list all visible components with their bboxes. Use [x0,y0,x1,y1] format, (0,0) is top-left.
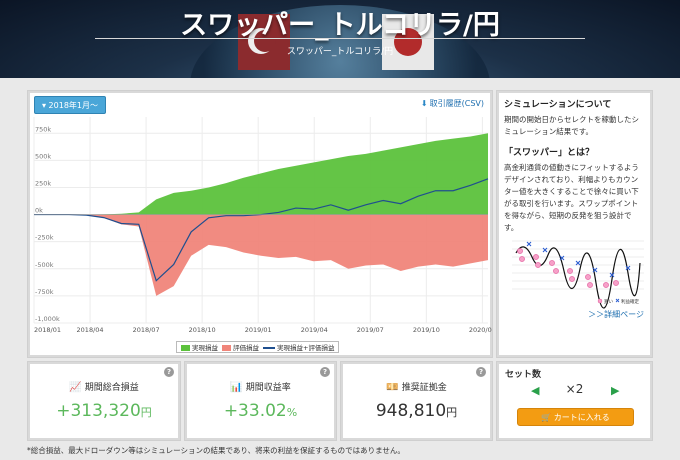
stat-recommended-margin: ? 💴 推奨証拠金 948,810円 [340,361,493,441]
chart-legend: 実現損益 評価損益 実現損益+評価損益 [176,341,340,353]
legend-item-unrealized: 評価損益 [222,342,259,352]
legend-item-realized: 実現損益 [181,342,218,352]
y-tick-label: 500k [35,152,51,160]
stat-value-unit: 円 [140,406,152,419]
info-title: シミュレーションについて [504,100,612,110]
page-subtitle: スワッパー_トルコリラ/円 [286,47,394,57]
stat-label-text: 期間収益率 [245,383,291,393]
stat-return-rate: ? 📊 期間収益率 +33.02% [184,361,337,441]
stat-value-unit: 円 [446,406,458,419]
info-subtitle: 「スワッパー」とは？ [504,148,595,158]
stat-label: 📊 期間収益率 [185,380,336,393]
cloud-download-icon: ⬇ [420,99,428,108]
help-icon[interactable]: ? [164,367,174,377]
stat-value: +33.02% [185,401,336,421]
x-tick-label: 2019/01 [245,326,272,334]
cart-button-label: カートに入れる [553,413,610,422]
stat-total-pnl: ? 📈 期間総合損益 +313,320円 [27,361,181,441]
title-divider [95,38,585,39]
set-quantity: ×2 [565,382,584,396]
legend-label-total: 実現損益+評価損益 [277,344,335,352]
csv-download-link[interactable]: ⬇ 取引履歴(CSV) [421,98,484,109]
mini-legend-buy: 買い [604,299,613,305]
stat-value-unit: % [286,406,298,419]
stat-value: +313,320円 [28,401,180,421]
simulation-info-panel: シミュレーションについて 期間の開始日からセレクトを稼動したシミュレーション結果… [496,90,653,358]
csv-link-label: 取引履歴(CSV) [429,99,484,108]
x-tick-label: 2018/04 [77,326,104,334]
stat-value: 948,810円 [341,401,492,421]
x-tick-label: 2018/10 [189,326,216,334]
legend-label-realized: 実現損益 [192,344,218,352]
help-icon[interactable]: ? [476,367,486,377]
period-label: 2018年1月〜 [48,101,98,110]
swapper-diagram-image: 買い 利益確定 [512,240,644,309]
x-tick-label: 2020/01 [469,326,492,334]
set-count-panel: セット数 ◀ ×2 ▶ 🛒 カートに入れる [496,361,653,441]
period-select-button[interactable]: ▾ 2018年1月〜 [34,96,106,114]
y-tick-label: -750k [35,288,54,296]
page-title: スワッパー_トルコリラ/円 [180,10,500,41]
realized-pnl-area [34,133,488,215]
area-chart-icon: 📊 [230,382,243,393]
chart-panel: ▾ 2018年1月〜 ⬇ 取引履歴(CSV) 750k 500k 250k 0k -250… [27,90,493,358]
y-tick-label: 250k [35,179,51,187]
stat-label-text: 期間総合損益 [84,383,139,393]
pnl-chart: 750k 500k 250k 0k -250k -500k -750k -1,000k 2018… [33,117,492,334]
y-tick-label: -500k [35,261,54,269]
stat-value-number: +33.02 [223,401,287,421]
cart-icon: 🛒 [541,413,554,422]
header-banner: スワッパー_トルコリラ/円 スワッパー_トルコリラ/円 [0,0,680,78]
legend-label-unrealized: 評価損益 [233,344,259,352]
legend-item-total: 実現損益+評価損益 [263,342,334,352]
x-tick-label: 2018/01 [34,326,61,334]
y-tick-label: 0k [35,207,43,215]
y-tick-label: 750k [35,125,51,133]
money-icon: 💴 [386,382,399,393]
x-tick-label: 2018/07 [133,326,160,334]
stat-value-number: +313,320 [56,401,141,421]
y-tick-label: -250k [35,234,54,242]
info-text: 期間の開始日からセレクトを稼動したシミュレーション結果です。 [504,115,639,136]
info-subtext: 高金利通貨の値動きにフィットするようデザインされており、利幅よりもカウンター値を… [504,163,639,232]
increase-arrow-icon[interactable]: ▶ [611,384,620,397]
unrealized-pnl-area [34,214,488,296]
stat-value-number: 948,810 [375,401,447,421]
line-chart-icon: 📈 [69,382,82,393]
detail-page-link[interactable]: ＞＞詳細ページ [588,310,644,319]
turkey-flag-image [238,14,290,70]
stat-label: 📈 期間総合損益 [28,380,180,393]
x-tick-label: 2019/10 [413,326,440,334]
y-tick-label: -1,000k [35,315,60,323]
decrease-arrow-icon[interactable]: ◀ [531,384,540,397]
add-to-cart-button[interactable]: 🛒 カートに入れる [517,408,634,426]
mini-legend-sell: 利益確定 [621,298,639,305]
stat-label: 💴 推奨証拠金 [341,380,492,393]
help-icon[interactable]: ? [320,367,330,377]
set-count-title: セット数 [505,370,542,380]
x-tick-label: 2019/04 [301,326,328,334]
japan-flag-image [382,14,434,70]
stat-label-text: 推奨証拠金 [401,383,447,393]
disclaimer-note: *総合損益、最大ドローダウン等はシミュレーションの結果であり、将来の利益を保証す… [27,446,405,455]
x-tick-label: 2019/07 [357,326,384,334]
